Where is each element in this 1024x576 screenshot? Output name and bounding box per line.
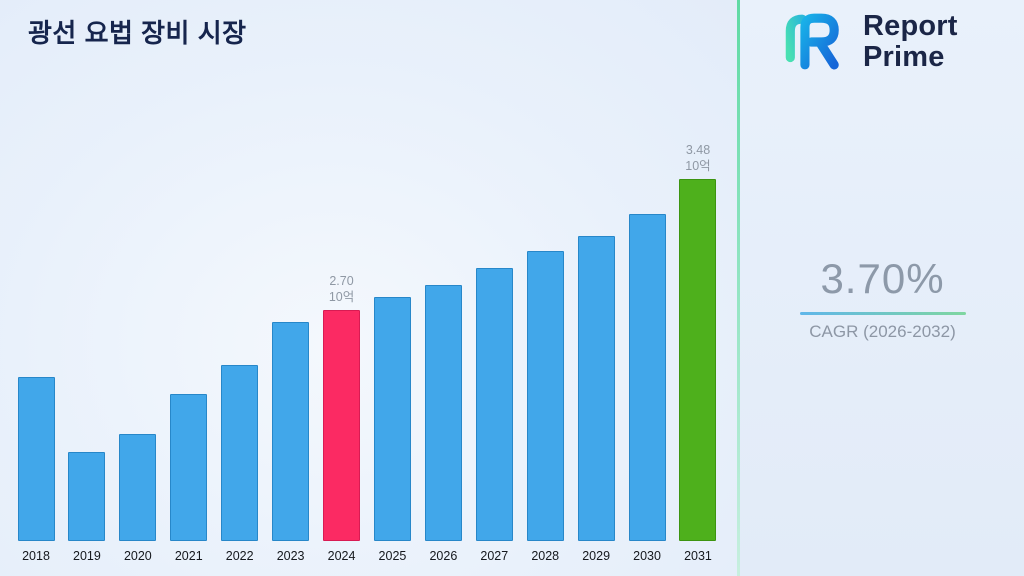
- bar-area-2018: [17, 109, 55, 541]
- bar-column-2027: 2027: [474, 109, 514, 563]
- x-axis-label-2023: 2023: [276, 549, 305, 563]
- bar-unit-2031: 10억: [685, 159, 711, 173]
- cagr-underline: [799, 312, 966, 315]
- x-axis-label-2027: 2027: [480, 549, 509, 563]
- bar-column-2018: 2018: [16, 109, 56, 563]
- x-axis-label-2024: 2024: [327, 549, 356, 563]
- bar-2029: [577, 236, 615, 541]
- bar-area-2019: [68, 109, 106, 541]
- bar-2023: [272, 322, 310, 541]
- bar-2026: [424, 285, 462, 541]
- vertical-divider: [737, 0, 740, 576]
- report-prime-logo-icon: [785, 13, 839, 70]
- bar-column-2029: 2029: [576, 109, 616, 563]
- bar-column-2026: 2026: [423, 109, 463, 563]
- cagr-block: 3.70% CAGR (2026-2032): [760, 255, 1005, 342]
- x-axis-label-2031: 2031: [684, 549, 712, 563]
- x-axis-label-2020: 2020: [123, 549, 152, 563]
- bar-column-2020: 2020: [118, 109, 158, 563]
- x-axis-label-2018: 2018: [22, 549, 50, 563]
- bar-area-2021: [170, 109, 208, 541]
- x-axis-label-2030: 2030: [633, 549, 661, 563]
- bar-column-2031: 3.48 10억 2031: [678, 109, 718, 563]
- bar-area-2025: [373, 109, 411, 541]
- bar-area-2026: [424, 109, 462, 541]
- x-axis-label-2021: 2021: [174, 549, 203, 563]
- bar-2018: [17, 377, 55, 541]
- bar-value-2031: 3.48: [685, 143, 711, 157]
- bar-area-2028: [526, 109, 564, 541]
- bar-2024: [323, 310, 361, 541]
- bar-value-label-2024: 2.70 10억: [329, 273, 354, 305]
- bar-column-2021: 2021: [169, 109, 209, 563]
- bar-2021: [170, 394, 208, 541]
- bar-2028: [526, 251, 564, 541]
- bar-area-2023: [272, 109, 310, 541]
- bar-2019: [68, 452, 106, 541]
- bar-column-2022: 2022: [220, 109, 260, 563]
- logo-line-prime: Prime: [863, 41, 945, 73]
- bar-2020: [119, 434, 157, 541]
- bar-2031: [679, 179, 717, 541]
- bar-column-2024: 2.70 10억 2024: [322, 109, 362, 563]
- bar-area-2027: [475, 109, 513, 541]
- bar-2030: [628, 214, 666, 541]
- bar-value-2024: 2.70: [329, 274, 354, 288]
- bar-2027: [475, 268, 513, 541]
- x-axis-label-2019: 2019: [73, 549, 101, 563]
- x-axis-label-2028: 2028: [531, 549, 560, 563]
- cagr-value: 3.70%: [820, 255, 945, 302]
- bar-2022: [221, 365, 259, 541]
- bar-column-2019: 2019: [67, 109, 107, 563]
- logo-line-report: Report: [863, 10, 958, 42]
- bar-column-2030: 2030: [627, 109, 667, 563]
- report-prime-logo-text: Report Prime: [863, 11, 958, 73]
- bar-value-label-2031: 3.48 10억: [685, 142, 710, 174]
- bar-column-2025: 2025: [372, 109, 412, 563]
- bar-area-2029: [577, 109, 615, 541]
- x-axis-label-2022: 2022: [225, 549, 254, 563]
- page-title: 광선 요법 장비 시장: [28, 18, 247, 48]
- bar-area-2022: [221, 109, 259, 541]
- bar-unit-2024: 10억: [328, 290, 355, 304]
- bar-area-2020: [119, 109, 157, 541]
- bar-area-2031: 3.48 10억: [679, 109, 717, 541]
- bar-area-2024: 2.70 10억: [323, 109, 361, 541]
- bar-2025: [373, 297, 411, 541]
- cagr-label: CAGR (2026-2032): [809, 322, 956, 341]
- bar-area-2030: [628, 109, 666, 541]
- x-axis-label-2025: 2025: [378, 549, 407, 563]
- x-axis-label-2029: 2029: [582, 549, 611, 563]
- report-prime-logo: Report Prime: [776, 10, 958, 74]
- bar-chart: 2018 2019 2020 2021 2022 2023 2.70 10억 2024 2025 2…: [16, 91, 718, 563]
- bar-column-2028: 2028: [525, 109, 565, 563]
- bar-column-2023: 2023: [271, 109, 311, 563]
- x-axis-label-2026: 2026: [429, 549, 458, 563]
